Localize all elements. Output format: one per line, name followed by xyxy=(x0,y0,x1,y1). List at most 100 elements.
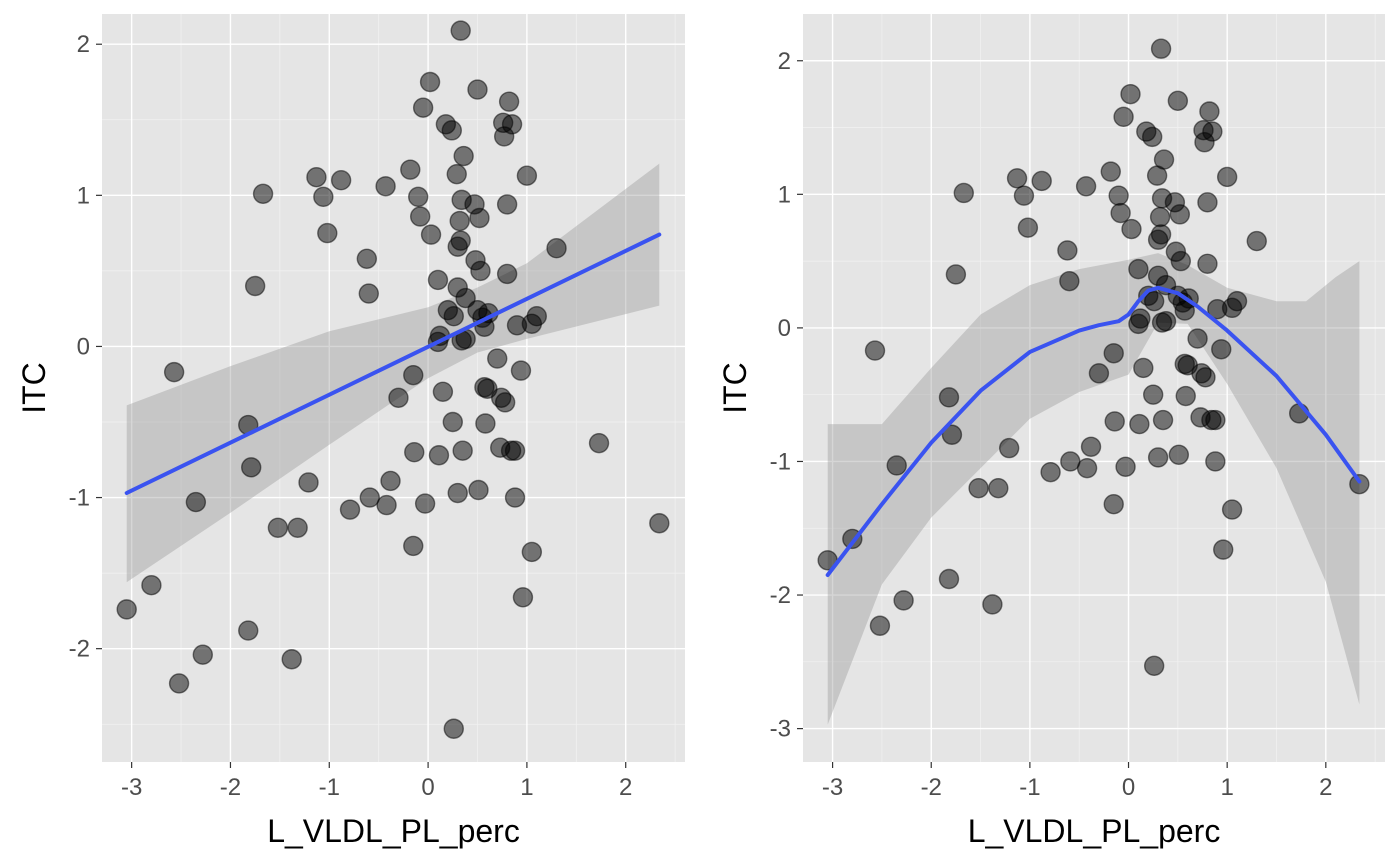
y-axis-title: ITC xyxy=(717,362,753,414)
data-point xyxy=(475,413,496,434)
data-point xyxy=(521,541,543,563)
y-tick-label: -3 xyxy=(770,716,791,743)
data-point xyxy=(1226,290,1248,312)
data-point xyxy=(998,437,1020,459)
confidence-band xyxy=(126,163,660,583)
data-point xyxy=(494,392,516,413)
data-point xyxy=(1175,385,1196,407)
data-point xyxy=(1128,258,1149,280)
data-point xyxy=(1349,473,1370,495)
data-point xyxy=(504,440,526,461)
data-point xyxy=(470,260,491,282)
x-axis-title: L_VLDL_PL_perc xyxy=(267,813,520,849)
data-point xyxy=(339,499,361,520)
data-point xyxy=(968,477,989,499)
data-point xyxy=(1168,444,1190,465)
data-point xyxy=(442,411,463,433)
data-point xyxy=(359,487,380,508)
data-point xyxy=(1057,240,1078,261)
data-point xyxy=(403,535,424,557)
data-point xyxy=(420,224,442,245)
data-point xyxy=(376,494,397,516)
data-point xyxy=(510,360,532,381)
data-point xyxy=(1221,499,1243,520)
data-point xyxy=(938,568,960,590)
x-tick-label: 2 xyxy=(1319,774,1332,801)
confidence-band xyxy=(827,253,1360,725)
data-point xyxy=(1080,436,1102,457)
data-point xyxy=(1211,339,1232,360)
x-tick-label: 2 xyxy=(619,774,632,801)
data-point xyxy=(1142,384,1164,405)
data-point xyxy=(504,487,526,508)
data-point xyxy=(869,615,891,636)
data-point xyxy=(516,165,538,186)
data-point xyxy=(1202,121,1223,142)
data-point xyxy=(526,306,547,327)
data-point xyxy=(1031,170,1052,192)
data-point xyxy=(1147,447,1169,468)
data-point xyxy=(649,513,670,534)
fit-line xyxy=(825,285,1362,577)
data-point xyxy=(443,718,464,739)
data-point xyxy=(1040,461,1061,483)
data-point xyxy=(452,440,473,461)
data-point xyxy=(1205,409,1226,431)
data-point xyxy=(864,340,886,361)
data-point xyxy=(453,145,474,167)
data-point xyxy=(238,620,259,641)
data-point xyxy=(501,114,523,135)
data-point xyxy=(432,381,454,402)
data-point xyxy=(375,176,396,197)
data-point xyxy=(1103,343,1124,364)
data-point xyxy=(886,455,907,476)
data-point xyxy=(287,517,308,538)
data-point xyxy=(588,432,610,454)
data-point xyxy=(403,364,424,386)
data-point xyxy=(982,594,1003,615)
data-point xyxy=(1130,308,1151,329)
y-tick-label: 2 xyxy=(778,48,791,75)
data-point xyxy=(468,479,489,501)
data-point xyxy=(1141,126,1163,148)
data-point xyxy=(1121,218,1142,240)
x-tick-label: -2 xyxy=(220,774,241,801)
data-point xyxy=(281,649,302,670)
y-tick-label: 1 xyxy=(77,182,90,209)
data-point xyxy=(244,275,266,297)
data-point xyxy=(441,120,462,141)
data-point xyxy=(467,79,488,100)
data-point xyxy=(1115,456,1136,478)
data-point xyxy=(1149,206,1171,228)
data-point xyxy=(116,599,137,620)
x-tick-label: -3 xyxy=(822,774,843,801)
data-point xyxy=(938,387,960,408)
data-point xyxy=(1129,413,1150,435)
x-tick-label: 1 xyxy=(1220,774,1233,801)
data-point xyxy=(1150,38,1172,59)
data-point xyxy=(1195,367,1216,388)
y-tick-label: 0 xyxy=(778,315,791,342)
y-tick-label: 2 xyxy=(77,31,90,58)
fit-line xyxy=(124,232,662,495)
data-point xyxy=(498,91,520,112)
data-point xyxy=(988,477,1009,499)
data-point xyxy=(1246,230,1267,252)
data-point xyxy=(1143,290,1165,312)
x-axis-title: L_VLDL_PL_perc xyxy=(968,813,1221,849)
data-point xyxy=(443,306,464,327)
data-point xyxy=(1108,185,1129,206)
data-point xyxy=(1143,655,1165,677)
x-tick-label: -1 xyxy=(319,774,340,801)
data-point xyxy=(1133,357,1154,379)
plot-background xyxy=(102,14,685,762)
data-point xyxy=(546,238,567,259)
data-point xyxy=(330,170,352,191)
data-point xyxy=(306,166,327,188)
panel-2: -3 -2 -1 0 1 2 -3 -2 -1 0 1 2 L_VLDL_PL_perc ITC xyxy=(717,14,1385,849)
data-point xyxy=(1120,83,1141,105)
panel-1: -3 -2 -1 0 1 2 -2 -1 0 1 2 L_VLDL_PL_perc ITC xyxy=(16,14,685,849)
data-point xyxy=(1199,101,1220,122)
data-point xyxy=(496,263,518,285)
